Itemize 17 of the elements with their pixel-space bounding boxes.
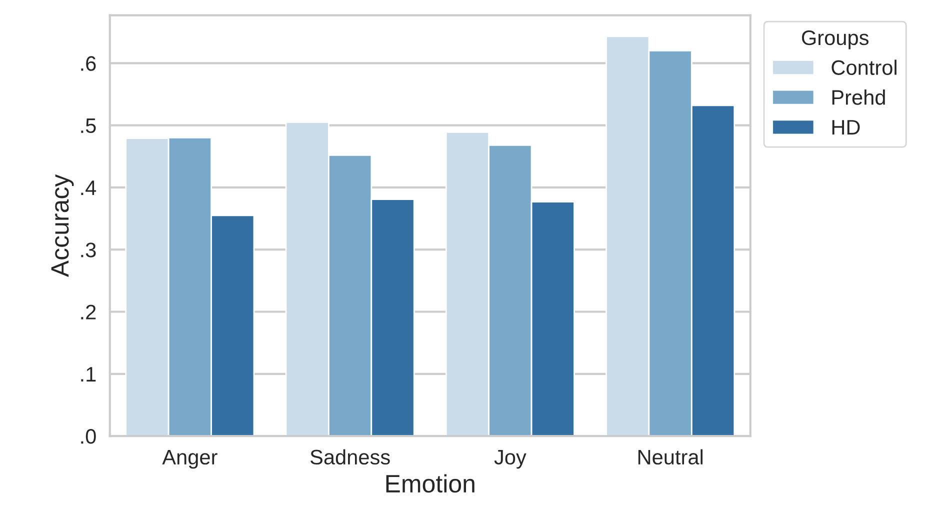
x-tick-label: Anger: [162, 450, 218, 469]
y-tick-label: .6: [81, 56, 96, 71]
legend-title: Groups: [802, 30, 868, 50]
y-axis-title: Accuracy: [51, 174, 74, 278]
y-tick-label: .2: [81, 304, 96, 320]
y-tick-label: .4: [81, 180, 96, 195]
x-tick-label: Sadness: [310, 449, 390, 465]
x-tick-label: Joy: [494, 450, 526, 469]
y-tick-label: .1: [81, 367, 96, 382]
legend-label: Control: [832, 60, 896, 75]
legend-label: HD: [832, 120, 860, 134]
y-tick-label: .5: [81, 118, 96, 134]
x-tick-label: Neutral: [638, 449, 703, 465]
y-tick-label: .0: [81, 429, 96, 444]
x-axis-title: Emotion: [386, 474, 474, 493]
legend-label: Prehd: [832, 90, 885, 105]
y-tick-label: .3: [81, 242, 96, 258]
